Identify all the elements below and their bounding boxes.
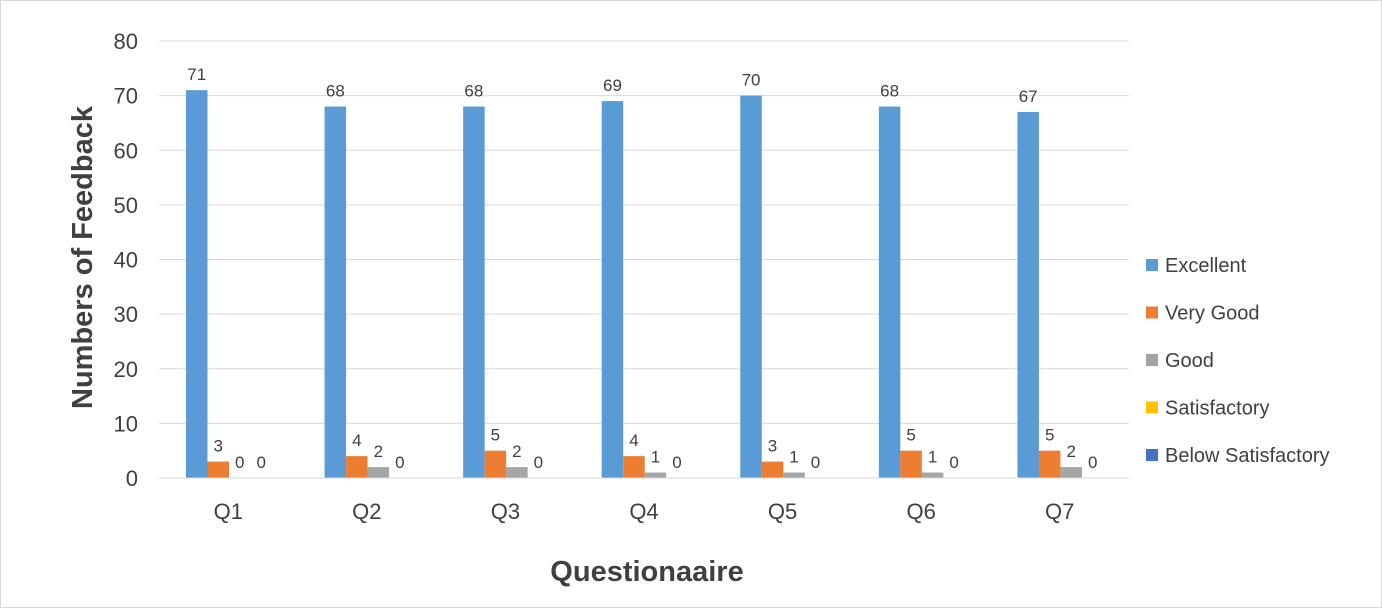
data-label: 70 (742, 71, 761, 90)
data-label: 1 (651, 448, 660, 467)
bar-good (367, 467, 390, 478)
legend-label: Good (1165, 350, 1214, 372)
bar-good (644, 472, 667, 478)
data-label: 4 (629, 431, 638, 450)
bar-good (1060, 467, 1082, 478)
legend-swatch (1146, 259, 1158, 271)
bar-excellent (878, 106, 901, 479)
bar-very-good (207, 461, 229, 478)
bar-good (783, 472, 805, 478)
x-tick-label: Q2 (352, 499, 381, 524)
data-label: 3 (768, 437, 777, 456)
x-tick-label: Q6 (906, 499, 935, 524)
bar-good (506, 467, 528, 478)
legend-label: Very Good (1165, 303, 1260, 325)
bar-very-good (1038, 450, 1061, 478)
x-tick-label: Q1 (214, 499, 243, 524)
data-label: 68 (880, 82, 899, 101)
data-label: 3 (214, 437, 223, 456)
data-label: 0 (534, 453, 543, 472)
data-label: 5 (906, 426, 915, 445)
data-label: 0 (949, 453, 958, 472)
legend-swatch (1146, 401, 1158, 414)
bar-excellent (463, 106, 485, 479)
x-axis-ticks: Q1 Q2 Q3 Q4 Q5 Q6 Q7 (214, 499, 1075, 524)
bar-excellent (1017, 112, 1039, 478)
x-tick-label: Q5 (768, 499, 797, 524)
y-tick-label: 30 (114, 302, 138, 327)
y-tick-label: 50 (114, 193, 138, 218)
data-label: 1 (928, 448, 937, 467)
data-label: 71 (187, 65, 206, 84)
bar-very-good (346, 456, 368, 478)
y-tick-label: 60 (114, 138, 138, 163)
data-label: 5 (491, 426, 500, 445)
legend-label: Below Satisfactory (1165, 445, 1330, 467)
data-label: 68 (464, 82, 483, 101)
legend-swatch (1146, 449, 1158, 461)
data-label: 2 (374, 442, 383, 461)
data-label: 69 (603, 76, 622, 95)
x-axis-title: Questionaaire (550, 556, 743, 588)
bar-excellent (186, 90, 208, 478)
data-label: 0 (257, 453, 266, 472)
legend: Excellent Very Good Good Satisfactory Below … (1146, 255, 1330, 467)
x-tick-label: Q3 (491, 499, 520, 524)
bar-very-good (900, 450, 922, 478)
data-label: 0 (672, 453, 681, 472)
y-tick-label: 0 (126, 466, 138, 491)
data-label: 4 (352, 431, 361, 450)
bar-excellent (601, 101, 624, 479)
data-label: 1 (789, 448, 798, 467)
x-tick-label: Q7 (1045, 499, 1074, 524)
gridlines (159, 40, 1129, 424)
legend-swatch (1146, 306, 1158, 319)
y-tick-label: 80 (114, 29, 138, 54)
bar-very-good (761, 461, 784, 478)
y-tick-label: 10 (114, 411, 138, 436)
y-tick-label: 20 (114, 357, 138, 382)
data-label: 0 (395, 453, 404, 472)
legend-label: Satisfactory (1165, 398, 1269, 420)
y-tick-label: 70 (114, 84, 138, 109)
bar-excellent (324, 106, 347, 479)
legend-label: Excellent (1165, 255, 1247, 277)
data-label: 0 (811, 453, 820, 472)
legend-swatch (1146, 354, 1158, 366)
bar-good (921, 472, 944, 478)
x-tick-label: Q4 (629, 499, 658, 524)
data-label: 2 (1066, 442, 1075, 461)
data-label: 2 (512, 442, 521, 461)
data-label: 0 (1088, 453, 1097, 472)
data-label: 68 (326, 82, 345, 101)
data-label: 0 (235, 453, 244, 472)
bar-excellent (740, 95, 762, 478)
y-tick-label: 40 (114, 248, 138, 273)
y-axis-title: Numbers of Feedback (67, 105, 99, 409)
y-axis-ticks: 0 10 20 30 40 50 60 70 80 (114, 29, 138, 491)
bar-very-good (623, 456, 645, 478)
bar-very-good (484, 450, 507, 478)
bars (186, 90, 1082, 479)
data-label: 67 (1019, 87, 1038, 106)
data-label: 5 (1045, 426, 1054, 445)
